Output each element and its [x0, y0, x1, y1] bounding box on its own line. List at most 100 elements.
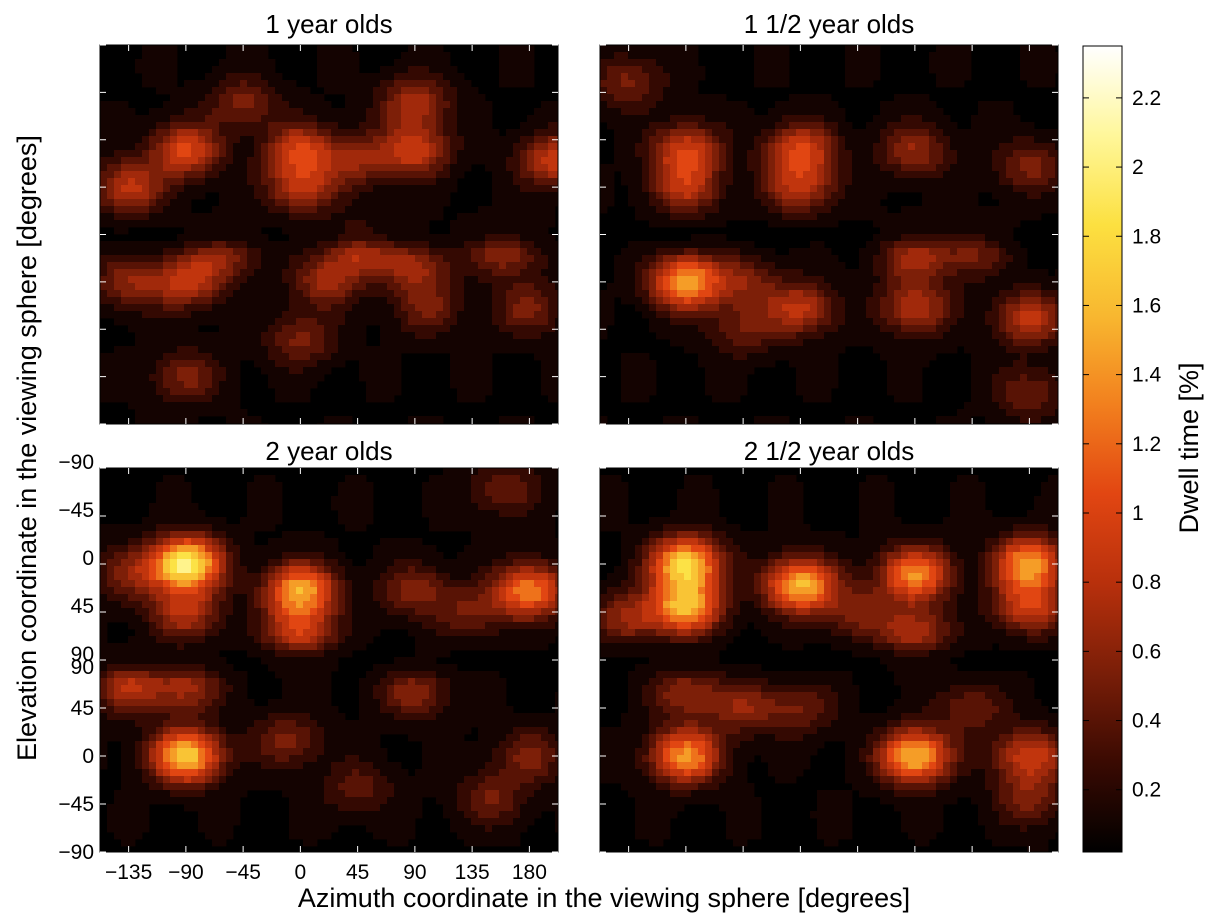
heatmap-cell	[873, 122, 881, 130]
heatmap-cell	[135, 220, 143, 228]
heatmap-cell	[401, 73, 409, 81]
heatmap-cell	[831, 171, 839, 179]
heatmap-cell	[457, 353, 465, 361]
heatmap-cell	[527, 276, 535, 284]
heatmap-cell	[163, 360, 171, 368]
heatmap-cell	[555, 367, 559, 375]
heatmap-cell	[121, 318, 129, 326]
heatmap-cell	[684, 241, 692, 249]
heatmap-cell	[600, 185, 608, 193]
heatmap-cell	[394, 248, 402, 256]
heatmap-cell	[205, 367, 213, 375]
heatmap-cell	[873, 234, 881, 242]
heatmap-cell	[691, 213, 699, 221]
heatmap-cell	[719, 122, 727, 130]
heatmap-cell	[1048, 206, 1056, 214]
heatmap-cell	[198, 143, 206, 151]
heatmap-cell	[513, 136, 521, 144]
heatmap-cell	[212, 304, 220, 312]
heatmap-cell	[310, 353, 318, 361]
heatmap-cell	[677, 255, 685, 263]
heatmap-cell	[894, 227, 902, 235]
heatmap-cell	[170, 255, 178, 263]
heatmap-cell	[359, 185, 367, 193]
heatmap-cell	[628, 143, 636, 151]
heatmap-cell	[429, 52, 437, 60]
heatmap-cell	[670, 94, 678, 102]
heatmap-cell	[282, 262, 290, 270]
heatmap-cell	[261, 115, 269, 123]
heatmap-cell	[513, 290, 521, 298]
heatmap-cell	[845, 213, 853, 221]
heatmap-cell	[240, 262, 248, 270]
heatmap-cell	[401, 199, 409, 207]
heatmap-cell	[261, 150, 269, 158]
heatmap-cell	[254, 360, 262, 368]
heatmap-cell	[684, 304, 692, 312]
heatmap-cell	[212, 136, 220, 144]
heatmap-cell	[254, 52, 262, 60]
heatmap-cell	[191, 157, 199, 165]
heatmap-cell	[506, 136, 514, 144]
heatmap-cell	[1020, 143, 1028, 151]
heatmap-cell	[929, 178, 937, 186]
heatmap-cell	[135, 115, 143, 123]
heatmap-cell	[156, 353, 164, 361]
heatmap-cell	[964, 276, 972, 284]
heatmap-cell	[380, 332, 388, 340]
heatmap-cell	[691, 73, 699, 81]
heatmap-cell	[443, 164, 451, 172]
heatmap-cell	[324, 73, 332, 81]
heatmap-cell	[163, 311, 171, 319]
heatmap-cell	[950, 143, 958, 151]
heatmap-cell	[915, 101, 923, 109]
heatmap-cell	[740, 276, 748, 284]
heatmap-cell	[985, 220, 993, 228]
heatmap-cell	[768, 115, 776, 123]
heatmap-cell	[254, 59, 262, 67]
heatmap-cell	[100, 157, 108, 165]
heatmap-cell	[317, 374, 325, 382]
heatmap-cell	[859, 150, 867, 158]
heatmap-cell	[471, 122, 479, 130]
heatmap-cell	[492, 304, 500, 312]
heatmap-cell	[107, 115, 115, 123]
heatmap-cell	[957, 262, 965, 270]
heatmap-cell	[282, 395, 290, 403]
heatmap-cell	[999, 255, 1007, 263]
heatmap-cell	[499, 346, 507, 354]
heatmap-cell	[649, 192, 657, 200]
heatmap-cell	[936, 108, 944, 116]
heatmap-cell	[978, 220, 986, 228]
heatmap-cell	[747, 255, 755, 263]
heatmap-cell	[852, 157, 860, 165]
heatmap-cell	[534, 248, 542, 256]
heatmap-cell	[733, 269, 741, 277]
heatmap-cell	[548, 220, 556, 228]
heatmap-cell	[380, 367, 388, 375]
heatmap-cell	[534, 290, 542, 298]
heatmap-cell	[121, 241, 129, 249]
heatmap-cell	[621, 248, 629, 256]
heatmap-cell	[233, 108, 241, 116]
heatmap-cell	[422, 276, 430, 284]
heatmap-cell	[268, 122, 276, 130]
heatmap-cell	[642, 164, 650, 172]
heatmap-cell	[163, 66, 171, 74]
heatmap-cell	[170, 52, 178, 60]
heatmap-cell	[247, 325, 255, 333]
heatmap-cell	[436, 73, 444, 81]
heatmap-cell	[135, 360, 143, 368]
heatmap-cell	[873, 262, 881, 270]
heatmap-cell	[289, 325, 297, 333]
heatmap-cell	[684, 262, 692, 270]
heatmap-cell	[936, 290, 944, 298]
heatmap-cell	[289, 220, 297, 228]
heatmap-cell	[733, 178, 741, 186]
heatmap-cell	[226, 178, 234, 186]
heatmap-cell	[506, 339, 514, 347]
heatmap-cell	[142, 220, 150, 228]
heatmap-cell	[177, 339, 185, 347]
heatmap-cell	[726, 178, 734, 186]
heatmap-cell	[712, 199, 720, 207]
